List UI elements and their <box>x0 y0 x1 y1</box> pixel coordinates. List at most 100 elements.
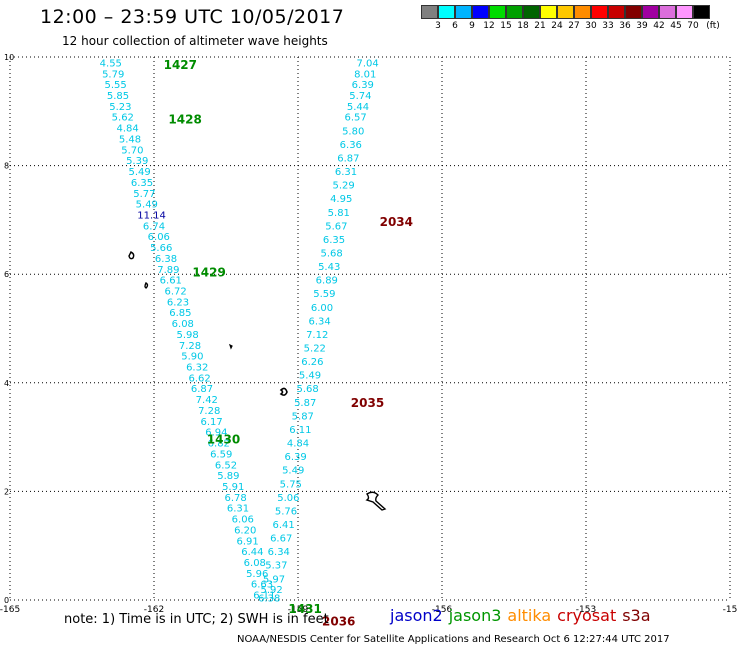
data-point-jason3: 6.59 <box>210 449 232 460</box>
scale-swatch <box>523 5 540 19</box>
data-point-cryosat: 5.29 <box>332 181 354 192</box>
legend-item-altika: altika <box>507 606 552 625</box>
pass-time-label: 2034 <box>380 215 413 229</box>
data-point-jason3: 6.38 <box>155 254 177 265</box>
page-subtitle: 12 hour collection of altimeter wave hei… <box>62 34 328 48</box>
y-tick-label: 2 <box>4 487 9 496</box>
data-point-cryosat: 5.37 <box>265 561 287 572</box>
scale-label: 27 <box>568 21 580 31</box>
data-point-jason3: 5.23 <box>109 102 131 113</box>
x-tick-label: -165 <box>0 605 20 615</box>
scale-swatch <box>557 5 574 19</box>
scale-swatch <box>540 5 557 19</box>
data-point-jason3: 6.31 <box>227 504 249 515</box>
pass-time-label: 1431 <box>288 602 321 616</box>
data-point-jason3: 11.14 <box>137 210 166 221</box>
data-point-jason3: 6.23 <box>167 297 189 308</box>
data-point-cryosat: 6.89 <box>316 276 338 287</box>
data-point-jason3: 6.94 <box>205 428 227 439</box>
data-point-cryosat: 5.43 <box>318 262 340 273</box>
data-point-cryosat: 5.59 <box>313 289 335 300</box>
x-tick-label: -159 <box>288 605 309 615</box>
pass-time-label: 1428 <box>168 112 201 126</box>
scale-label: 21 <box>534 21 546 31</box>
data-point-jason3: 5.39 <box>126 156 148 167</box>
data-point-cryosat: 6.35 <box>323 235 345 246</box>
scale-swatch <box>506 5 523 19</box>
data-point-jason3: 5.79 <box>102 69 124 80</box>
data-points: 4.555.795.555.855.235.624.845.485.705.39… <box>100 58 379 604</box>
scale-swatch <box>608 5 625 19</box>
scale-label: 42 <box>653 21 665 31</box>
data-point-jason3: 5.77 <box>133 189 155 200</box>
data-point-jason3: 6.72 <box>164 286 186 297</box>
data-point-jason3: 6.08 <box>172 319 194 330</box>
data-point-cryosat: 6.36 <box>340 140 362 151</box>
data-point-cryosat: 6.38 <box>258 593 280 604</box>
data-point-jason3: 5.98 <box>176 330 198 341</box>
data-point-cryosat: 5.97 <box>263 574 285 585</box>
credit-line: NOAA/NESDIS Center for Satellite Applica… <box>237 634 670 645</box>
data-point-cryosat: 5.44 <box>347 102 369 113</box>
scale-swatch <box>676 5 693 19</box>
data-point-jason3: 5.49 <box>136 200 158 211</box>
data-point-jason3: 5.90 <box>181 352 203 363</box>
data-point-jason3: 6.32 <box>186 363 208 374</box>
scale-swatch <box>625 5 642 19</box>
data-point-cryosat: 5.80 <box>342 126 364 137</box>
data-point-jason3: 5.96 <box>246 569 268 580</box>
data-point-jason3: 5.62 <box>112 113 134 124</box>
y-tick-label: 6 <box>4 270 9 279</box>
data-point-jason3: 7.89 <box>157 265 179 276</box>
legend-item-jason2: jason2 <box>390 606 443 625</box>
island-outline <box>279 387 288 396</box>
scale-label: 12 <box>483 21 495 31</box>
data-point-jason3: 5.55 <box>104 80 126 91</box>
scale-label: 15 <box>500 21 512 31</box>
island-outline <box>128 251 135 260</box>
data-point-cryosat: 6.31 <box>335 167 357 178</box>
island-outline <box>365 491 387 511</box>
data-point-cryosat: 5.06 <box>277 493 299 504</box>
data-point-jason3: 6.62 <box>188 373 210 384</box>
data-point-cryosat: 6.39 <box>284 452 306 463</box>
scale-swatch <box>421 5 438 19</box>
data-point-cryosat: 8.01 <box>354 69 376 80</box>
x-tick-label: -162 <box>144 605 164 615</box>
scale-swatch <box>642 5 659 19</box>
data-point-jason3: 6.78 <box>224 493 246 504</box>
data-point-jason3: 7.42 <box>196 395 218 406</box>
data-point-cryosat: 5.87 <box>294 398 316 409</box>
pass-time-label: 2035 <box>351 396 384 410</box>
data-point-jason3: 6.08 <box>244 558 266 569</box>
data-point-jason3: 5.48 <box>119 134 141 145</box>
data-point-cryosat: 5.76 <box>275 506 297 517</box>
data-point-cryosat: 5.81 <box>328 208 350 219</box>
x-tick-label: -156 <box>432 605 453 615</box>
data-point-jason3: 6.35 <box>131 178 153 189</box>
axis-tick-labels: -165 -162 -159 -156 -153 -15 0 2 4 6 8 10 <box>0 53 737 615</box>
data-point-jason3: 4.55 <box>100 58 122 69</box>
data-point-cryosat: 5.92 <box>260 585 282 596</box>
data-point-cryosat: 6.00 <box>311 303 333 314</box>
y-tick-label: 4 <box>4 379 9 388</box>
footnote: note: 1) Time is in UTC; 2) SWH is in fe… <box>64 612 329 627</box>
data-point-cryosat: 6.34 <box>308 316 330 327</box>
scale-label: 24 <box>551 21 563 31</box>
data-point-jason3: 6.91 <box>236 536 258 547</box>
scale-label: 18 <box>517 21 529 31</box>
data-point-jason3: 5.85 <box>107 91 129 102</box>
data-point-jason3: 6.61 <box>160 276 182 287</box>
data-point-cryosat: 6.67 <box>270 534 292 545</box>
data-point-jason3: 6.06 <box>148 232 170 243</box>
data-point-cryosat: 5.22 <box>304 344 326 355</box>
pass-time-label: 1430 <box>207 433 240 447</box>
pass-time-annotations: 1427 1428 1429 1430 1431 2034 2035 2036 <box>164 58 413 629</box>
island-outline <box>144 281 149 289</box>
data-point-jason3: 6.20 <box>234 525 256 536</box>
scale-swatch <box>455 5 472 19</box>
island-outlines <box>128 251 387 511</box>
data-point-cryosat: 5.87 <box>292 411 314 422</box>
scale-swatch <box>438 5 455 19</box>
grid-lines <box>9 56 731 601</box>
